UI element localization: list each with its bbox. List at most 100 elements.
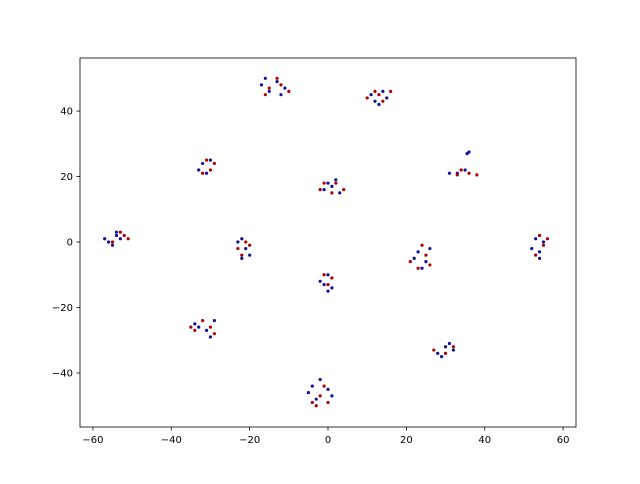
point	[204, 171, 209, 175]
point	[212, 318, 216, 323]
point	[326, 289, 330, 293]
y-tick-label: 0	[67, 238, 73, 249]
point	[537, 233, 542, 238]
point	[240, 237, 244, 241]
x-tick-label: −40	[161, 435, 182, 446]
point	[443, 351, 448, 355]
point	[326, 282, 330, 287]
point	[447, 341, 452, 346]
point	[330, 184, 334, 188]
point	[330, 191, 334, 195]
point	[389, 89, 393, 93]
point	[193, 328, 197, 333]
point	[459, 168, 463, 172]
y-tick-label: 40	[60, 107, 73, 118]
point	[369, 93, 373, 97]
point	[244, 240, 248, 244]
point	[424, 260, 428, 264]
point	[110, 240, 115, 244]
point	[451, 345, 455, 349]
point	[314, 404, 318, 408]
point	[420, 266, 424, 270]
point	[385, 96, 389, 100]
point	[122, 233, 126, 238]
point	[248, 243, 252, 247]
point	[212, 161, 216, 166]
point	[263, 93, 267, 97]
point	[103, 237, 107, 241]
point	[326, 273, 330, 277]
x-tick-label: 40	[478, 435, 491, 446]
point	[244, 246, 248, 251]
point	[322, 384, 326, 388]
x-tick-label: 20	[400, 435, 413, 446]
point	[545, 237, 549, 241]
point	[259, 83, 263, 87]
y-tick-label: 20	[60, 172, 73, 183]
point	[534, 253, 538, 257]
point	[201, 161, 205, 166]
point	[236, 240, 240, 244]
point	[330, 286, 334, 290]
point	[408, 260, 412, 264]
point	[420, 243, 424, 247]
point	[107, 240, 111, 244]
point	[322, 282, 326, 287]
point	[322, 188, 326, 192]
point	[275, 76, 279, 80]
point	[208, 158, 213, 162]
point	[279, 83, 283, 87]
point	[451, 348, 455, 352]
point	[236, 246, 240, 251]
point	[267, 89, 271, 93]
point	[330, 394, 334, 398]
point	[193, 322, 197, 326]
point	[279, 93, 283, 97]
point	[416, 266, 420, 270]
point	[318, 394, 322, 398]
point	[283, 86, 287, 90]
point	[463, 168, 467, 172]
point	[534, 237, 538, 241]
point	[204, 328, 209, 333]
point	[475, 173, 479, 177]
point	[208, 335, 213, 339]
point	[436, 351, 440, 355]
point	[381, 99, 385, 103]
point	[208, 168, 213, 172]
point	[443, 345, 448, 349]
x-tick-label: 60	[557, 435, 570, 446]
point	[318, 188, 322, 192]
point	[197, 325, 201, 329]
point	[201, 171, 205, 175]
point	[204, 158, 209, 162]
point	[314, 397, 318, 401]
point	[208, 325, 213, 329]
point	[338, 191, 342, 195]
point	[310, 384, 314, 388]
point	[428, 246, 432, 251]
point	[326, 387, 330, 391]
point	[126, 237, 130, 241]
point	[377, 102, 381, 107]
point	[530, 246, 534, 251]
point	[537, 250, 542, 254]
point	[342, 188, 346, 192]
point	[275, 79, 279, 84]
point	[114, 230, 119, 234]
point	[381, 89, 385, 93]
point	[465, 152, 469, 156]
point	[447, 171, 452, 175]
point	[322, 181, 326, 185]
point	[467, 171, 471, 175]
point	[318, 279, 322, 283]
y-tick-label: −20	[52, 303, 73, 314]
x-tick-label: 0	[325, 435, 331, 446]
point	[334, 181, 338, 185]
point	[212, 332, 216, 336]
point	[424, 253, 428, 257]
y-tick-label: −40	[52, 368, 73, 379]
point	[330, 276, 334, 280]
